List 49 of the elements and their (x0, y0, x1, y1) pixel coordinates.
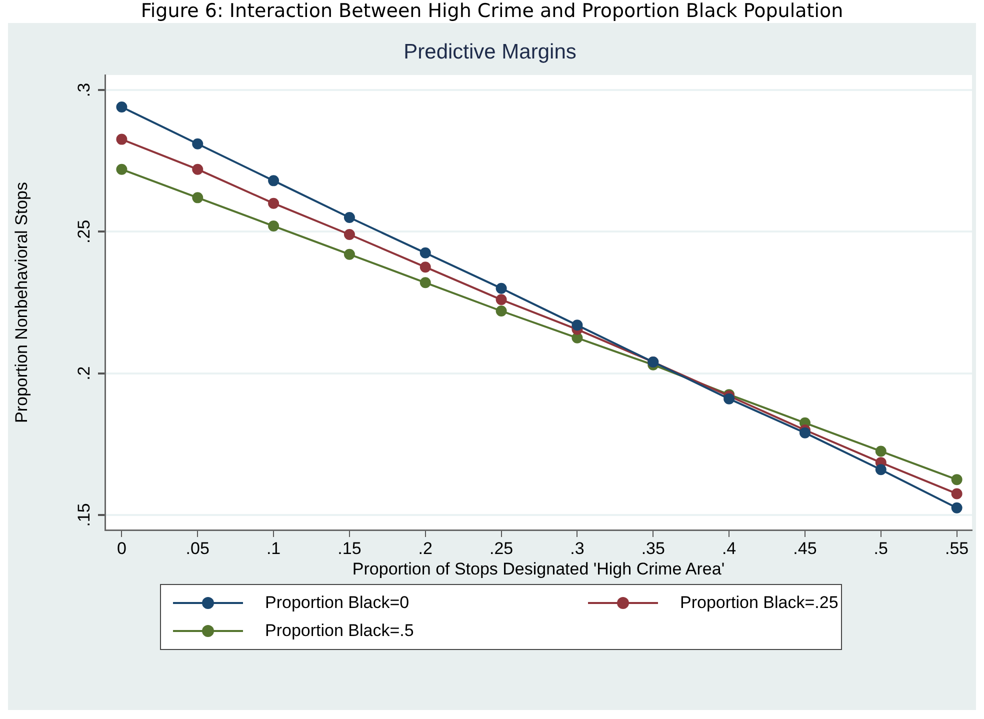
x-tick-label: .05 (186, 538, 210, 558)
legend-label: Proportion Black=0 (265, 593, 410, 613)
point (420, 247, 431, 258)
x-tick-label: .4 (722, 538, 736, 558)
y-tick-label: .25 (74, 220, 94, 244)
point (344, 248, 355, 260)
x-tick-label: .45 (793, 538, 817, 558)
x-tick-label: .1 (266, 538, 281, 558)
y-tick-label: .15 (74, 503, 94, 527)
point (344, 229, 355, 240)
point (268, 198, 280, 209)
x-tick-label: .2 (418, 538, 432, 558)
point (724, 393, 735, 404)
x-tick-label: .15 (338, 538, 362, 558)
point (951, 474, 962, 486)
x-tick-label: 0 (116, 538, 126, 558)
x-tick-label: .25 (489, 538, 514, 558)
point (496, 294, 507, 306)
x-tick-label: .3 (570, 538, 584, 558)
point (572, 320, 583, 331)
point (420, 277, 431, 288)
point (116, 102, 128, 113)
y-tick-label: .2 (74, 366, 94, 380)
point (875, 446, 886, 457)
point (192, 192, 204, 204)
point (268, 220, 280, 232)
point (344, 212, 355, 224)
point (420, 262, 431, 273)
point (951, 502, 962, 514)
point (496, 282, 507, 294)
point (116, 134, 128, 145)
point (496, 306, 507, 316)
caption: Figure 6: Interaction Between High Crime and Proportion Black Population (140, 0, 844, 22)
x-tick-label: .55 (944, 538, 969, 558)
y-tick-label: .3 (74, 82, 94, 98)
point (192, 138, 204, 150)
legend-label: Proportion Black=.25 (680, 593, 838, 613)
x-tick-label: .5 (874, 538, 888, 558)
point (951, 488, 962, 500)
point (192, 164, 204, 175)
point (116, 164, 128, 175)
point (799, 427, 810, 438)
point (268, 175, 280, 186)
x-tick-label: .35 (641, 538, 665, 558)
y-axis-title: Proportion Nonbehavioral Stops (12, 182, 31, 423)
point (875, 464, 886, 476)
legend-label: Proportion Black=.5 (265, 621, 414, 641)
chart-title: Predictive Margins (404, 40, 576, 64)
x-axis-title: Proportion of Stops Designated 'High Crime Area' (352, 559, 725, 578)
